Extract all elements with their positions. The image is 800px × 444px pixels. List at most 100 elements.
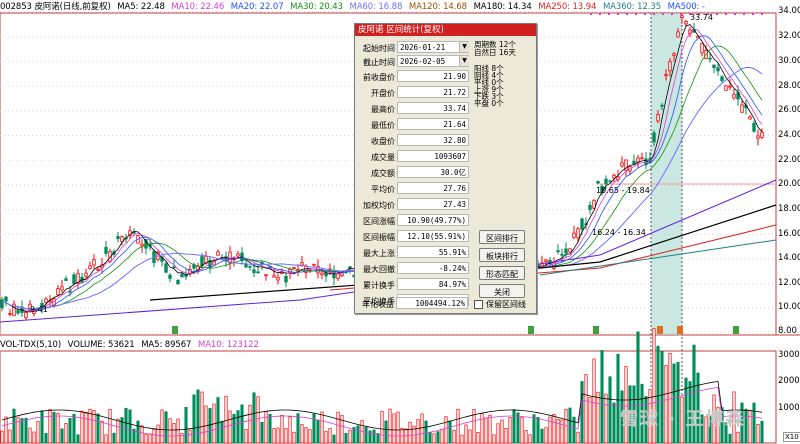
end-time-label: 截止时间 xyxy=(363,58,395,67)
stat-label: 加权均价 xyxy=(363,201,395,210)
stat-label: 成交量 xyxy=(371,153,395,162)
volume-bar xyxy=(612,402,616,444)
volume-bar xyxy=(168,418,172,444)
stat-value: -8.24% xyxy=(397,262,469,274)
volume-bar xyxy=(284,428,288,444)
volume-bar xyxy=(268,413,272,444)
volume-tick: 20000 xyxy=(778,376,800,386)
volume-bar xyxy=(752,402,756,444)
candle-body xyxy=(636,157,640,163)
candle-body xyxy=(592,199,596,209)
top-dot xyxy=(698,13,700,15)
interval-rank-button[interactable]: 区间排行 xyxy=(479,230,525,244)
volume-bar xyxy=(340,415,344,444)
volume-bar xyxy=(444,416,448,444)
chevron-down-icon[interactable]: ▼ xyxy=(459,42,469,52)
candle-body xyxy=(84,272,88,277)
volume-bar xyxy=(348,429,352,444)
stat-row: 开盘价 21.72 xyxy=(355,85,475,101)
interval-highlight xyxy=(651,13,682,335)
stat-row: 累计换手 84.97% xyxy=(355,277,475,293)
vol-ma5-readout: MA5: 89567 xyxy=(141,340,192,350)
candle-body xyxy=(292,267,296,269)
stat-row: 收盘价 32.80 xyxy=(355,133,475,149)
volume-bar xyxy=(288,416,292,444)
volume-bar xyxy=(148,433,152,444)
ma5-readout: MA5: 22.48 xyxy=(117,2,165,12)
volume-bar xyxy=(256,396,260,444)
volume-bar xyxy=(520,417,524,444)
candle-body xyxy=(252,269,256,274)
volume-bar xyxy=(620,390,624,444)
top-dot xyxy=(599,13,601,15)
volume-bar xyxy=(296,413,300,444)
checkbox-icon[interactable] xyxy=(474,300,483,309)
stat-value: 33.74 xyxy=(397,102,469,114)
top-dot xyxy=(662,13,664,15)
candle-body xyxy=(596,180,600,184)
volume-bar xyxy=(208,408,212,444)
candle-body xyxy=(684,21,688,25)
volume-bar xyxy=(744,408,748,444)
volume-bar xyxy=(452,429,456,444)
stat-value: 21.72 xyxy=(397,86,469,98)
volume-bar xyxy=(228,410,232,444)
chevron-down-icon[interactable]: ▼ xyxy=(459,56,469,66)
stat-label: 累计换手 xyxy=(363,281,395,290)
interval-stats-dialog[interactable]: 皮阿诺 区间统计(复权) 起始时间 2026-01-21 ▼ 截止时间 2026… xyxy=(354,23,537,314)
candle-body xyxy=(60,286,64,291)
volume-bar xyxy=(544,427,548,444)
volume-bar xyxy=(44,433,48,444)
volume-bar xyxy=(748,409,752,444)
sector-rank-button[interactable]: 板块排行 xyxy=(479,248,525,262)
volume-bar xyxy=(456,408,460,444)
period-count: 周期数 12个 xyxy=(474,40,516,49)
price-tick: 14.00 xyxy=(778,253,800,263)
volume-bar xyxy=(608,376,612,444)
candle-body xyxy=(24,311,28,319)
volume-bar xyxy=(244,428,248,444)
event-marker xyxy=(733,326,739,334)
volume-bar xyxy=(180,433,184,444)
candle-body xyxy=(216,251,220,256)
range-label-1: 19.65 - 19.84 xyxy=(596,186,650,195)
ma60-readout: MA60: 16.88 xyxy=(349,2,403,12)
volume-bar xyxy=(760,420,764,444)
event-marker xyxy=(172,326,178,334)
top-dot xyxy=(743,13,745,15)
volume-bar xyxy=(552,414,556,444)
volume-bar xyxy=(16,417,20,444)
zoom-button[interactable]: X10 xyxy=(783,432,800,442)
volume-bar xyxy=(124,408,128,444)
volume-bar xyxy=(176,418,180,444)
stat-label: 平均换手 xyxy=(363,297,395,306)
volume-pane-border xyxy=(0,350,777,444)
volume-bar xyxy=(308,429,312,444)
price-tick: 18.00 xyxy=(778,204,800,214)
candle-body xyxy=(688,29,692,35)
stat-row: 区间涨幅 10.90(49.77%) xyxy=(355,213,475,229)
volume-bar xyxy=(684,377,688,444)
volume-bar xyxy=(132,428,136,444)
close-button[interactable]: 关闭 xyxy=(479,284,525,298)
candle-body xyxy=(44,298,48,303)
candle-body xyxy=(756,135,760,139)
pattern-match-button[interactable]: 形态匹配 xyxy=(479,266,525,280)
candle-body xyxy=(652,132,656,143)
volume-bar xyxy=(220,420,224,444)
volume-bar xyxy=(572,416,576,444)
dialog-title[interactable]: 皮阿诺 区间统计(复权) xyxy=(355,24,536,36)
volume-bar xyxy=(708,416,712,444)
stat-value: 27.43 xyxy=(397,198,469,210)
volume-bar xyxy=(672,363,676,444)
candle-body xyxy=(560,253,564,256)
volume-bar xyxy=(332,434,336,444)
volume-bar xyxy=(584,374,588,444)
top-dot xyxy=(707,13,709,15)
keep-interval-checkbox[interactable]: 保留区间线 xyxy=(474,299,526,310)
stat-label: 最高价 xyxy=(371,105,395,114)
candle-body xyxy=(660,104,664,107)
volume-bar xyxy=(4,416,8,444)
volume-bar xyxy=(580,381,584,444)
price-tick: 20.00 xyxy=(778,179,800,189)
